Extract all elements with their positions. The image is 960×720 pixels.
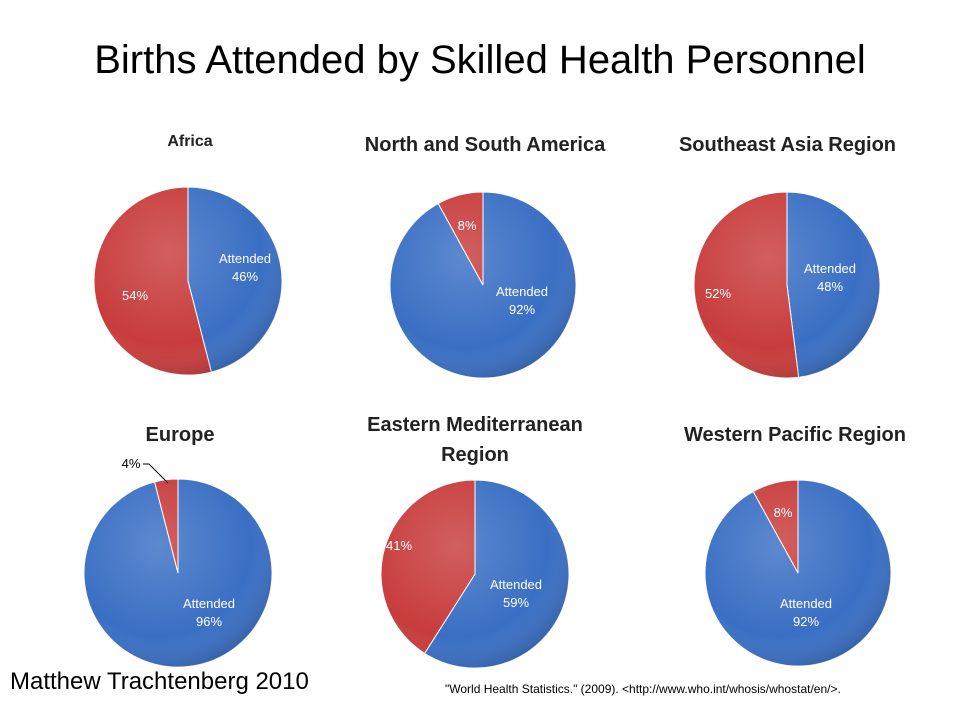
slice-label: Attended 92% — [496, 284, 548, 317]
slice-label: 54% — [122, 288, 148, 303]
pie-shading — [694, 192, 880, 378]
slice-label: 41% — [386, 538, 412, 553]
chart-title-southeast-asia: Southeast Asia Region — [678, 134, 897, 156]
pie-chart-0: Attended 46% 54% — [93, 186, 283, 376]
slice-label: 4% — [122, 456, 141, 471]
pie-chart-5: Attended 92% 8% — [704, 479, 892, 667]
slice-label: 8% — [458, 218, 477, 233]
slice-label: Attended 92% — [780, 596, 832, 629]
slice-label: Attended 46% — [219, 251, 271, 284]
slice-label: 52% — [705, 286, 731, 301]
pie-chart-2: Attended 48% 52% — [693, 191, 881, 379]
chart-title-africa: Africa — [167, 133, 213, 150]
pie-chart-4: Attended 59% 41% — [380, 479, 570, 669]
source-citation: "World Health Statistics." (2009). <http… — [445, 682, 841, 696]
pie-shading — [705, 480, 891, 666]
slice-label: Attended 48% — [804, 261, 856, 294]
chart-title-eastern-mediterranean: Eastern Mediterranean Region — [367, 414, 583, 466]
chart-title-western-pacific: Western Pacific Region — [684, 424, 906, 446]
pie-chart-1: Attended 92% 8% — [389, 191, 577, 379]
page-title: Births Attended by Skilled Health Person… — [94, 38, 866, 82]
slice-label: Attended 96% — [183, 596, 235, 629]
slice-label: 8% — [774, 505, 793, 520]
slice-label: Attended 59% — [490, 577, 542, 610]
pie-shading — [94, 187, 282, 375]
leader-line — [143, 463, 169, 484]
pie-shading — [390, 192, 576, 378]
chart-title-americas: North and South America — [364, 134, 606, 156]
pie-chart-3: Attended 96% 4% — [83, 456, 273, 668]
author-credit: Matthew Trachtenberg 2010 — [10, 668, 309, 695]
pie-shading — [381, 480, 569, 668]
chart-title-europe: Europe — [145, 424, 215, 446]
pie-shading — [84, 479, 272, 667]
